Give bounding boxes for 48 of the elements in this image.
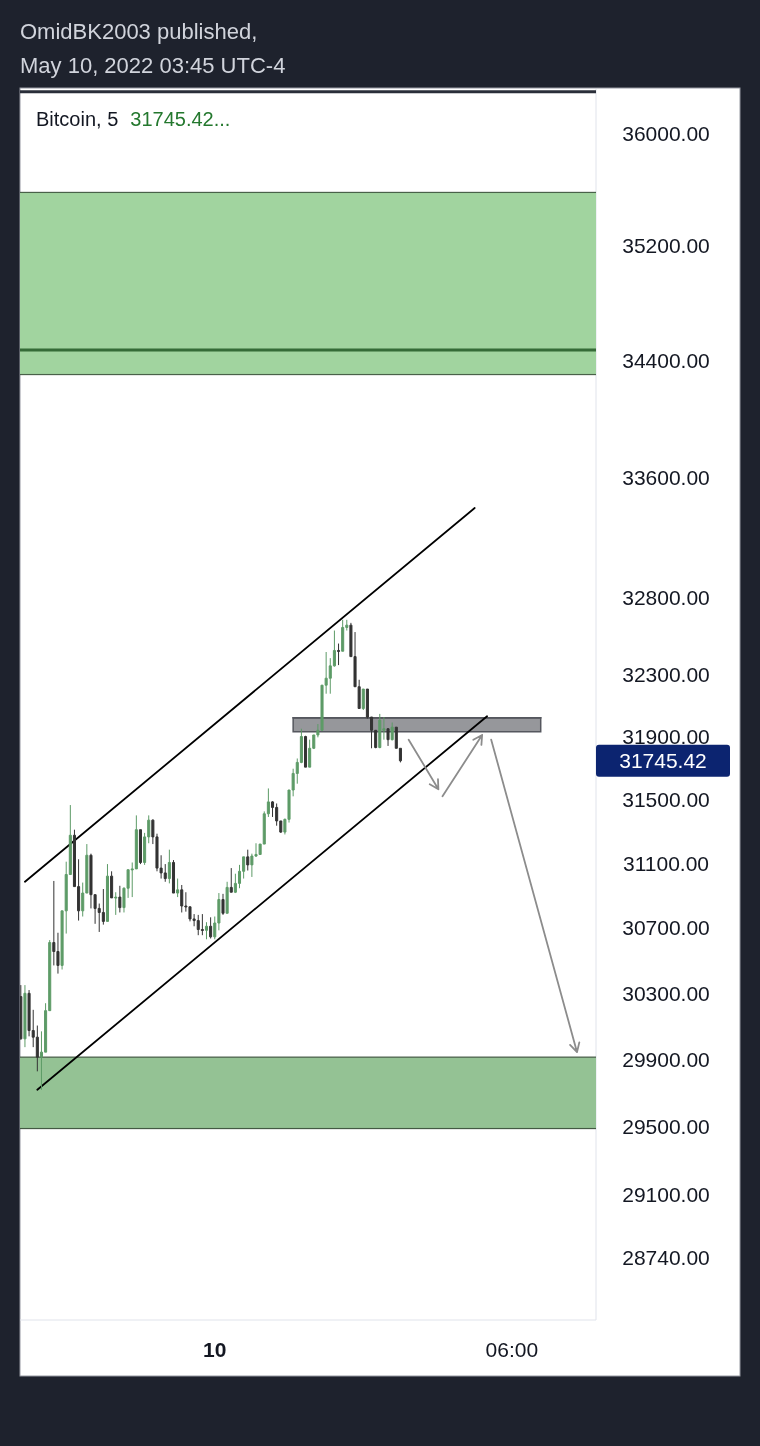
candlestick <box>167 849 171 884</box>
candlestick <box>138 829 143 865</box>
candlestick <box>341 619 345 652</box>
candlestick <box>118 885 122 913</box>
candlestick <box>114 891 118 916</box>
y-tick-label: 28740.00 <box>622 1245 710 1269</box>
candlestick <box>225 881 229 914</box>
candlestick <box>23 984 27 1048</box>
candlestick <box>171 859 176 894</box>
candlestick <box>303 735 308 768</box>
text: May 10, 2022 03:45 UTC-4 <box>20 52 286 78</box>
candlestick <box>105 863 109 922</box>
candlestick <box>180 884 184 913</box>
text: Bitcoin, 5 <box>36 108 119 130</box>
y-tick-label: 33600.00 <box>622 465 710 489</box>
candlestick <box>246 849 250 872</box>
x-tick-label: 06:00 <box>485 1337 539 1361</box>
candlestick <box>378 713 382 749</box>
candlestick <box>200 913 204 936</box>
y-tick-label: 29500.00 <box>622 1115 710 1139</box>
candlestick <box>386 728 390 747</box>
y-tick-label: 36000.00 <box>622 121 710 145</box>
candlestick <box>337 643 341 666</box>
candlestick <box>176 878 180 898</box>
y-tick-label: 29100.00 <box>622 1183 710 1207</box>
candlestick <box>20 984 23 1041</box>
y-tick-label: 30300.00 <box>622 981 710 1005</box>
y-tick-label: 32800.00 <box>622 586 710 610</box>
text: OmidBK2003 published, <box>20 18 258 44</box>
candlestick <box>110 870 114 899</box>
candlestick <box>196 914 200 936</box>
x-tick-label: 10 <box>203 1337 227 1361</box>
candlestick <box>361 688 365 711</box>
candlestick <box>229 867 233 893</box>
candlestick <box>221 893 225 916</box>
y-tick-label: 31500.00 <box>622 788 710 812</box>
y-tick-label: 32300.00 <box>622 662 710 686</box>
y-tick-label: 29900.00 <box>622 1048 710 1072</box>
y-tick-label: 34400.00 <box>622 348 710 372</box>
y-tick-label: 31100.00 <box>622 851 710 875</box>
y-tick-label: 30700.00 <box>622 916 710 940</box>
candlestick <box>390 721 394 741</box>
candlestick <box>209 916 213 939</box>
text: 31745.42 <box>619 749 707 773</box>
annotation: 31745.42... <box>130 108 231 130</box>
candlestick <box>204 921 209 940</box>
y-tick-label: 31900.00 <box>622 725 710 749</box>
y-tick-label: 35200.00 <box>622 233 710 257</box>
